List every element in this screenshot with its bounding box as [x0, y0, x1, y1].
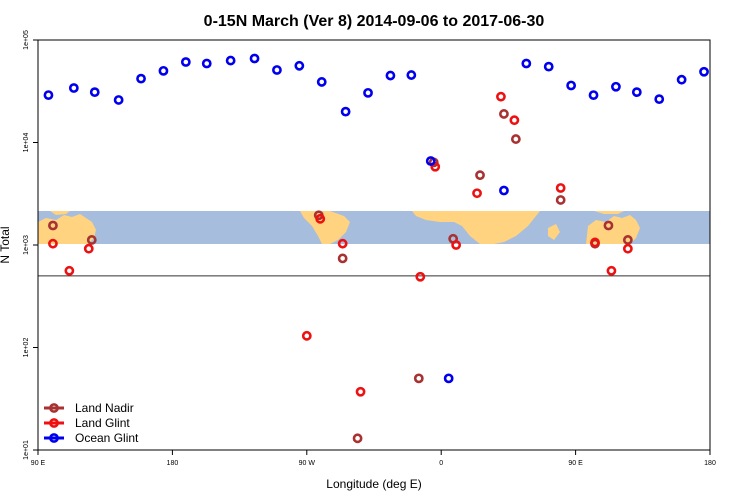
legend-label: Land Glint [75, 416, 130, 430]
legend-label: Ocean Glint [75, 431, 139, 445]
point-land-nadir [499, 109, 509, 119]
y-tick-label: 1e+03 [23, 235, 30, 255]
point-ocean-glint [425, 156, 436, 166]
point-ocean-glint [363, 87, 373, 98]
point-land-glint [496, 91, 506, 102]
land-south-america [300, 211, 350, 244]
point-ocean-glint [676, 74, 687, 85]
point-land-nadir [337, 253, 348, 264]
point-land-glint [606, 265, 617, 276]
land-africa [412, 211, 540, 244]
point-land-glint [355, 386, 366, 397]
x-axis-ticks: 90 E 180 90 W 0 90 E 180 [31, 450, 716, 467]
land-new-guinea [50, 211, 70, 215]
point-land-nadir [48, 220, 58, 231]
point-ocean-glint [294, 60, 305, 71]
legend-marker [49, 403, 59, 413]
y-tick-label: 1e+04 [23, 133, 30, 153]
point-ocean-glint [225, 55, 236, 66]
y-axis-ticks: 1e+01 1e+02 1e+03 1e+04 1e+05 [23, 30, 38, 460]
point-land-glint [509, 115, 520, 126]
point-land-glint [622, 243, 633, 254]
point-ocean-glint [249, 53, 260, 64]
point-ocean-glint [521, 58, 532, 69]
point-land-glint [590, 237, 600, 248]
point-ocean-glint [43, 90, 54, 101]
point-land-nadir [352, 433, 363, 444]
land-indonesia [594, 211, 624, 214]
point-ocean-glint [89, 87, 100, 98]
point-land-glint [451, 240, 462, 250]
point-land-nadir [413, 373, 424, 384]
x-tick-label: 90 E [31, 460, 46, 467]
point-ocean-glint [340, 106, 351, 117]
point-land-glint [301, 330, 312, 341]
point-ocean-glint [113, 95, 124, 105]
x-tick-label: 0 [439, 460, 443, 467]
y-axis-label: N Total [0, 226, 12, 263]
point-land-glint [315, 213, 326, 224]
point-ocean-glint [631, 87, 642, 98]
point-ocean-glint [588, 90, 599, 101]
point-ocean-glint [543, 61, 554, 72]
point-land-glint [83, 243, 94, 254]
point-land-glint [430, 161, 441, 172]
point-ocean-glint [654, 94, 665, 105]
point-land-nadir [475, 170, 485, 181]
point-land-nadir [510, 134, 521, 144]
chart-title: 0-15N March (Ver 8) 2014-09-06 to 2017-0… [204, 13, 545, 30]
legend-label: Land Nadir [75, 401, 134, 415]
y-tick-label: 1e+05 [23, 30, 30, 50]
point-land-glint [472, 188, 482, 199]
y-tick-label: 1e+02 [23, 338, 30, 358]
point-land-glint [48, 238, 58, 249]
x-tick-label: 180 [704, 460, 716, 467]
point-ocean-glint [611, 81, 621, 92]
point-ocean-glint [272, 65, 282, 75]
legend-marker [49, 433, 59, 443]
point-ocean-glint [499, 185, 509, 196]
plot-frame [37, 39, 711, 451]
point-land-nadir [86, 235, 97, 245]
point-land-glint [555, 183, 566, 193]
point-ocean-glint [316, 77, 327, 87]
x-tick-label: 180 [167, 460, 179, 467]
point-ocean-glint [180, 57, 191, 67]
point-ocean-glint [699, 66, 709, 77]
y-tick-label: 1e+01 [23, 440, 30, 460]
x-axis-label: Longitude (deg E) [326, 477, 421, 491]
map-band [38, 211, 710, 244]
point-ocean-glint [406, 70, 417, 80]
point-land-nadir [555, 195, 566, 205]
point-ocean-glint [443, 373, 454, 384]
land-madagascar [548, 224, 560, 240]
legend-marker [49, 418, 59, 428]
point-ocean-glint [158, 65, 169, 76]
point-ocean-glint [68, 83, 79, 93]
point-land-glint [415, 271, 426, 282]
point-ocean-glint [201, 58, 212, 69]
point-land-glint [64, 265, 75, 276]
point-ocean-glint [566, 80, 577, 91]
point-ocean-glint [385, 70, 396, 81]
x-tick-label: 90 W [299, 460, 316, 467]
point-land-glint [337, 238, 348, 249]
point-land-nadir [603, 220, 614, 231]
data-points [43, 53, 709, 444]
point-ocean-glint [136, 73, 146, 84]
x-tick-label: 90 E [568, 460, 583, 467]
point-land-nadir [622, 235, 633, 245]
